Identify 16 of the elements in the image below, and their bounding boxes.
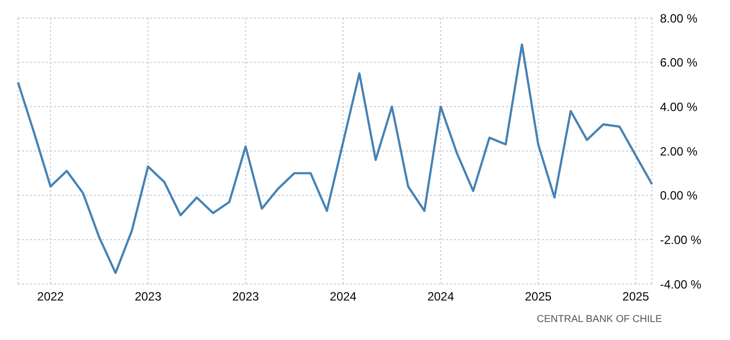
y-tick-label: 6.00 % xyxy=(660,56,698,70)
y-tick-label: 4.00 % xyxy=(660,100,698,114)
x-tick-label: 2023 xyxy=(232,290,260,304)
y-tick-label: -4.00 % xyxy=(660,277,702,292)
line-series xyxy=(16,44,654,274)
x-tick-label: 2024 xyxy=(330,290,357,304)
y-tick-label: 8.00 % xyxy=(660,11,698,26)
x-tick-label: 2024 xyxy=(427,290,454,304)
x-tick-label: 2025 xyxy=(622,290,650,304)
y-tick-label: 0.00 % xyxy=(660,188,698,203)
x-tick-label: 2023 xyxy=(134,290,162,304)
y-tick-label: 2.00 % xyxy=(660,144,698,158)
x-tick-label: 2025 xyxy=(524,290,552,304)
x-tick-label: 2022 xyxy=(37,290,64,304)
text: CENTRAL BANK OF CHILE xyxy=(536,314,662,325)
y-tick-label: -2.00 % xyxy=(660,232,702,247)
